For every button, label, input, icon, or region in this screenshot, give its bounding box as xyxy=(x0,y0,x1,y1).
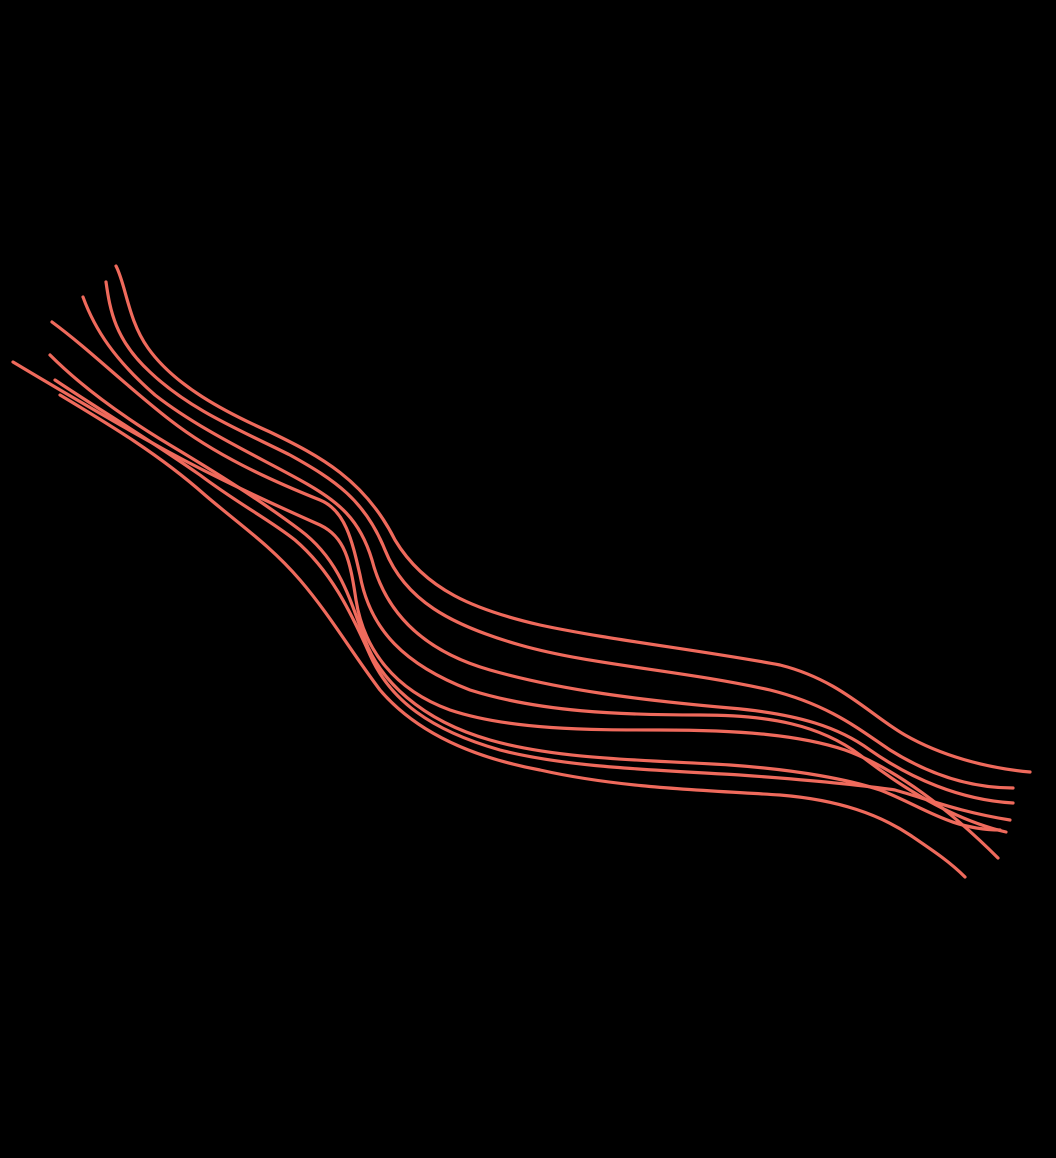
strand-3 xyxy=(81,295,1015,805)
strand-2 xyxy=(104,280,1015,790)
strand-1 xyxy=(114,264,1032,774)
strand-group xyxy=(11,264,1032,879)
strand-8 xyxy=(58,393,967,879)
strand-4 xyxy=(50,320,1008,834)
strand-6 xyxy=(48,353,1002,832)
strand-7 xyxy=(53,378,1012,822)
strand-5 xyxy=(11,360,1000,860)
